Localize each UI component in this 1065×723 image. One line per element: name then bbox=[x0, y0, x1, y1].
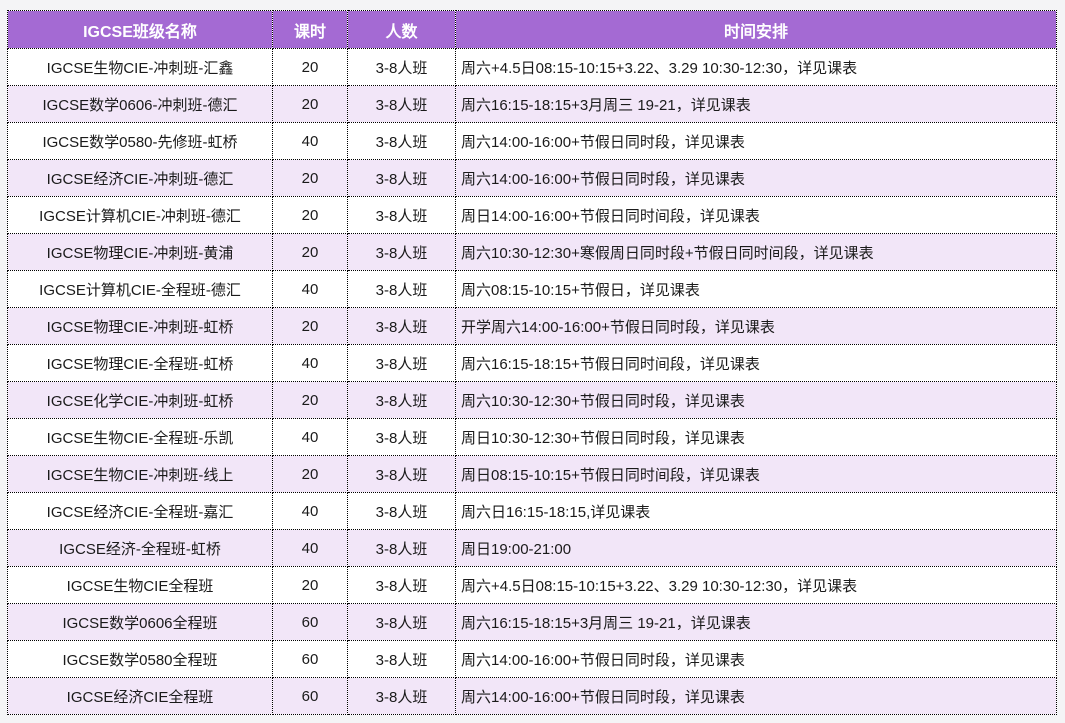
table-row: IGCSE生物CIE-冲刺班-汇鑫 20 3-8人班 周六+4.5日08:15-10:… bbox=[7, 48, 1057, 86]
hours-cell: 40 bbox=[272, 344, 348, 382]
hours-cell: 20 bbox=[272, 566, 348, 604]
table-body: IGCSE生物CIE-冲刺班-汇鑫 20 3-8人班 周六+4.5日08:15-10:… bbox=[7, 48, 1057, 715]
table-row: IGCSE计算机CIE-全程班-德汇 40 3-8人班 周六08:15-10:15+节… bbox=[7, 270, 1057, 308]
col-header-hours: 课时 bbox=[272, 10, 348, 49]
table-row: IGCSE化学CIE-冲刺班-虹桥 20 3-8人班 周六10:30-12:30+节假… bbox=[7, 381, 1057, 419]
class-size-cell: 3-8人班 bbox=[347, 566, 456, 604]
schedule-cell: 周六+4.5日08:15-10:15+3.22、3.29 10:30-12:30… bbox=[455, 48, 1057, 86]
class-name-cell: IGCSE计算机CIE-冲刺班-德汇 bbox=[7, 196, 273, 234]
class-size-cell: 3-8人班 bbox=[347, 418, 456, 456]
header-row: IGCSE班级名称 课时 人数 时间安排 bbox=[7, 10, 1057, 49]
table-row: IGCSE生物CIE全程班 20 3-8人班 周六+4.5日08:15-10:15+3… bbox=[7, 566, 1057, 604]
class-name-cell: IGCSE物理CIE-冲刺班-虹桥 bbox=[7, 307, 273, 345]
class-name-cell: IGCSE物理CIE-全程班-虹桥 bbox=[7, 344, 273, 382]
col-header-class-size: 人数 bbox=[347, 10, 456, 49]
hours-cell: 20 bbox=[272, 85, 348, 123]
class-name-cell: IGCSE生物CIE-全程班-乐凯 bbox=[7, 418, 273, 456]
hours-cell: 40 bbox=[272, 418, 348, 456]
class-name-cell: IGCSE数学0606-冲刺班-德汇 bbox=[7, 85, 273, 123]
hours-cell: 20 bbox=[272, 455, 348, 493]
class-size-cell: 3-8人班 bbox=[347, 85, 456, 123]
class-size-cell: 3-8人班 bbox=[347, 159, 456, 197]
hours-cell: 60 bbox=[272, 603, 348, 641]
schedule-cell: 周六16:15-18:15+3月周三 19-21，详见课表 bbox=[455, 603, 1057, 641]
class-name-cell: IGCSE生物CIE-冲刺班-汇鑫 bbox=[7, 48, 273, 86]
class-size-cell: 3-8人班 bbox=[347, 640, 456, 678]
table-row: IGCSE数学0580全程班 60 3-8人班 周六14:00-16:00+节假日同时… bbox=[7, 640, 1057, 678]
table-row: IGCSE生物CIE-全程班-乐凯 40 3-8人班 周日10:30-12:30+节假… bbox=[7, 418, 1057, 456]
schedule-cell: 周日14:00-16:00+节假日同时间段，详见课表 bbox=[455, 196, 1057, 234]
class-name-cell: IGCSE计算机CIE-全程班-德汇 bbox=[7, 270, 273, 308]
class-size-cell: 3-8人班 bbox=[347, 233, 456, 271]
hours-cell: 40 bbox=[272, 122, 348, 160]
class-size-cell: 3-8人班 bbox=[347, 270, 456, 308]
schedule-cell: 周六16:15-18:15+节假日同时间段，详见课表 bbox=[455, 344, 1057, 382]
class-size-cell: 3-8人班 bbox=[347, 307, 456, 345]
class-size-cell: 3-8人班 bbox=[347, 48, 456, 86]
hours-cell: 20 bbox=[272, 381, 348, 419]
hours-cell: 40 bbox=[272, 270, 348, 308]
col-header-schedule: 时间安排 bbox=[455, 10, 1057, 49]
table-row: IGCSE经济CIE-全程班-嘉汇 40 3-8人班 周六日16:15-18:15,详… bbox=[7, 492, 1057, 530]
table-row: IGCSE物理CIE-冲刺班-虹桥 20 3-8人班 开学周六14:00-16:00+… bbox=[7, 307, 1057, 345]
class-size-cell: 3-8人班 bbox=[347, 677, 456, 715]
table-row: IGCSE物理CIE-冲刺班-黄浦 20 3-8人班 周六10:30-12:30+寒假… bbox=[7, 233, 1057, 271]
schedule-cell: 周六日16:15-18:15,详见课表 bbox=[455, 492, 1057, 530]
class-name-cell: IGCSE化学CIE-冲刺班-虹桥 bbox=[7, 381, 273, 419]
class-name-cell: IGCSE经济CIE-冲刺班-德汇 bbox=[7, 159, 273, 197]
schedule-cell: 周六10:30-12:30+寒假周日同时段+节假日同时间段，详见课表 bbox=[455, 233, 1057, 271]
schedule-cell: 开学周六14:00-16:00+节假日同时段，详见课表 bbox=[455, 307, 1057, 345]
schedule-cell: 周六14:00-16:00+节假日同时段，详见课表 bbox=[455, 677, 1057, 715]
class-size-cell: 3-8人班 bbox=[347, 492, 456, 530]
hours-cell: 20 bbox=[272, 307, 348, 345]
class-name-cell: IGCSE经济-全程班-虹桥 bbox=[7, 529, 273, 567]
schedule-cell: 周六10:30-12:30+节假日同时段，详见课表 bbox=[455, 381, 1057, 419]
class-size-cell: 3-8人班 bbox=[347, 122, 456, 160]
class-size-cell: 3-8人班 bbox=[347, 603, 456, 641]
schedule-cell: 周六14:00-16:00+节假日同时段，详见课表 bbox=[455, 159, 1057, 197]
class-size-cell: 3-8人班 bbox=[347, 344, 456, 382]
table-row: IGCSE数学0606-冲刺班-德汇 20 3-8人班 周六16:15-18:15+3… bbox=[7, 85, 1057, 123]
class-name-cell: IGCSE经济CIE-全程班-嘉汇 bbox=[7, 492, 273, 530]
class-name-cell: IGCSE生物CIE全程班 bbox=[7, 566, 273, 604]
table-row: IGCSE经济CIE全程班 60 3-8人班 周六14:00-16:00+节假日同时段… bbox=[7, 677, 1057, 715]
class-size-cell: 3-8人班 bbox=[347, 455, 456, 493]
hours-cell: 40 bbox=[272, 529, 348, 567]
schedule-cell: 周日19:00-21:00 bbox=[455, 529, 1057, 567]
class-size-cell: 3-8人班 bbox=[347, 381, 456, 419]
table-row: IGCSE数学0606全程班 60 3-8人班 周六16:15-18:15+3月周三 … bbox=[7, 603, 1057, 641]
class-name-cell: IGCSE数学0580全程班 bbox=[7, 640, 273, 678]
table-row: IGCSE物理CIE-全程班-虹桥 40 3-8人班 周六16:15-18:15+节假… bbox=[7, 344, 1057, 382]
class-size-cell: 3-8人班 bbox=[347, 529, 456, 567]
class-size-cell: 3-8人班 bbox=[347, 196, 456, 234]
table-row: IGCSE计算机CIE-冲刺班-德汇 20 3-8人班 周日14:00-16:00+节… bbox=[7, 196, 1057, 234]
schedule-cell: 周日10:30-12:30+节假日同时段，详见课表 bbox=[455, 418, 1057, 456]
schedule-cell: 周六14:00-16:00+节假日同时段，详见课表 bbox=[455, 640, 1057, 678]
class-name-cell: IGCSE生物CIE-冲刺班-线上 bbox=[7, 455, 273, 493]
col-header-class-name: IGCSE班级名称 bbox=[7, 10, 273, 49]
schedule-cell: 周六08:15-10:15+节假日，详见课表 bbox=[455, 270, 1057, 308]
hours-cell: 20 bbox=[272, 159, 348, 197]
class-name-cell: IGCSE数学0580-先修班-虹桥 bbox=[7, 122, 273, 160]
hours-cell: 20 bbox=[272, 48, 348, 86]
schedule-cell: 周六14:00-16:00+节假日同时段，详见课表 bbox=[455, 122, 1057, 160]
table-row: IGCSE生物CIE-冲刺班-线上 20 3-8人班 周日08:15-10:15+节假… bbox=[7, 455, 1057, 493]
igcse-schedule-table: IGCSE班级名称 课时 人数 时间安排 IGCSE生物CIE-冲刺班-汇鑫 20… bbox=[7, 10, 1057, 715]
table-row: IGCSE经济CIE-冲刺班-德汇 20 3-8人班 周六14:00-16:00+节假… bbox=[7, 159, 1057, 197]
schedule-cell: 周六16:15-18:15+3月周三 19-21，详见课表 bbox=[455, 85, 1057, 123]
hours-cell: 60 bbox=[272, 640, 348, 678]
schedule-cell: 周六+4.5日08:15-10:15+3.22、3.29 10:30-12:30… bbox=[455, 566, 1057, 604]
table-row: IGCSE数学0580-先修班-虹桥 40 3-8人班 周六14:00-16:00+节… bbox=[7, 122, 1057, 160]
table-row: IGCSE经济-全程班-虹桥 40 3-8人班 周日19:00-21:00 bbox=[7, 529, 1057, 567]
hours-cell: 20 bbox=[272, 233, 348, 271]
hours-cell: 20 bbox=[272, 196, 348, 234]
class-name-cell: IGCSE物理CIE-冲刺班-黄浦 bbox=[7, 233, 273, 271]
hours-cell: 40 bbox=[272, 492, 348, 530]
hours-cell: 60 bbox=[272, 677, 348, 715]
schedule-cell: 周日08:15-10:15+节假日同时间段，详见课表 bbox=[455, 455, 1057, 493]
class-name-cell: IGCSE经济CIE全程班 bbox=[7, 677, 273, 715]
class-name-cell: IGCSE数学0606全程班 bbox=[7, 603, 273, 641]
